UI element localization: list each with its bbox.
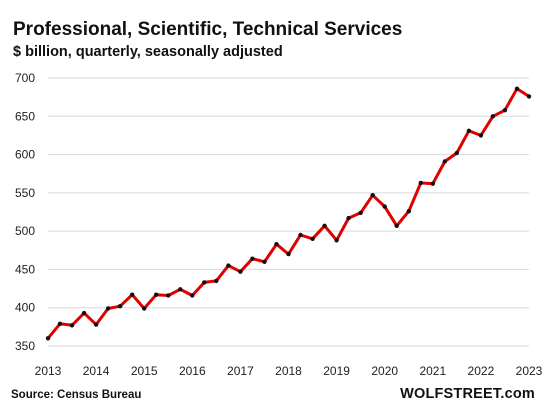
data-point-21	[298, 232, 303, 238]
data-point-40	[526, 94, 532, 99]
y-axis-tick-labels: 350 400 450 500 550 600 650 700	[15, 71, 35, 353]
y-tick-label-650: 650	[15, 109, 35, 123]
x-tick-label-2013: 2013	[35, 364, 62, 378]
series-line-0	[46, 87, 531, 340]
x-axis-tick-labels: 2013 2014 2015 2016 2017 2018 2019 2020 2021 2022…	[35, 364, 543, 378]
data-point-31	[418, 180, 423, 186]
data-point-6	[117, 304, 123, 309]
data-point-39	[514, 86, 520, 91]
y-tick-label-550: 550	[15, 186, 35, 200]
data-point-25	[346, 215, 351, 221]
data-point-29	[394, 223, 399, 228]
data-point-3	[81, 310, 87, 316]
grid-lines	[48, 77, 529, 347]
data-point-19	[274, 242, 279, 247]
data-point-36	[478, 133, 484, 138]
x-tick-label-2018: 2018	[275, 364, 302, 378]
y-tick-label-350: 350	[15, 339, 35, 353]
data-point-28	[382, 204, 387, 209]
chart-subtitle: $ billion, quarterly, seasonally adjuste…	[13, 44, 283, 60]
data-point-8	[142, 306, 147, 311]
x-tick-label-2019: 2019	[323, 364, 350, 378]
data-point-34	[454, 150, 459, 156]
data-point-9	[154, 292, 159, 297]
x-tick-label-2014: 2014	[83, 364, 110, 378]
data-point-11	[178, 287, 183, 292]
data-point-1	[57, 321, 63, 326]
chart-title: Professional, Scientific, Technical Serv…	[13, 19, 403, 40]
y-tick-label-700: 700	[15, 71, 35, 85]
data-point-7	[130, 292, 135, 297]
data-point-17	[250, 256, 255, 261]
brand-watermark: WOLFSTREET.com	[400, 386, 535, 402]
y-tick-label-600: 600	[15, 148, 35, 162]
data-point-0	[45, 336, 51, 341]
y-tick-label-450: 450	[15, 262, 35, 276]
x-tick-label-2021: 2021	[419, 364, 446, 378]
x-tick-label-2017: 2017	[227, 364, 254, 378]
x-tick-label-2020: 2020	[371, 364, 398, 378]
data-point-38	[502, 108, 508, 113]
x-tick-label-2022: 2022	[468, 364, 495, 378]
data-point-27	[370, 193, 375, 198]
data-point-22	[310, 236, 315, 241]
data-point-4	[93, 322, 99, 327]
data-point-18	[262, 259, 267, 264]
source-note: Source: Census Bureau	[11, 389, 142, 401]
data-point-13	[202, 280, 207, 285]
data-point-10	[166, 293, 171, 298]
data-point-12	[190, 293, 195, 298]
data-point-23	[322, 223, 327, 228]
data-series	[45, 86, 532, 341]
data-point-35	[466, 128, 472, 133]
data-point-5	[105, 306, 111, 311]
y-tick-label-400: 400	[15, 301, 35, 315]
x-tick-label-2023: 2023	[516, 364, 543, 378]
data-point-16	[238, 269, 243, 274]
data-point-20	[286, 251, 291, 257]
data-point-33	[442, 159, 447, 164]
x-tick-label-2015: 2015	[131, 364, 158, 378]
data-point-30	[406, 209, 411, 214]
data-point-14	[214, 278, 219, 284]
data-point-37	[490, 114, 496, 119]
data-point-15	[226, 263, 231, 268]
x-tick-label-2016: 2016	[179, 364, 206, 378]
data-point-2	[69, 323, 75, 328]
data-point-32	[430, 181, 435, 186]
data-point-26	[358, 210, 363, 215]
y-tick-label-500: 500	[15, 224, 35, 238]
data-point-24	[334, 238, 339, 243]
